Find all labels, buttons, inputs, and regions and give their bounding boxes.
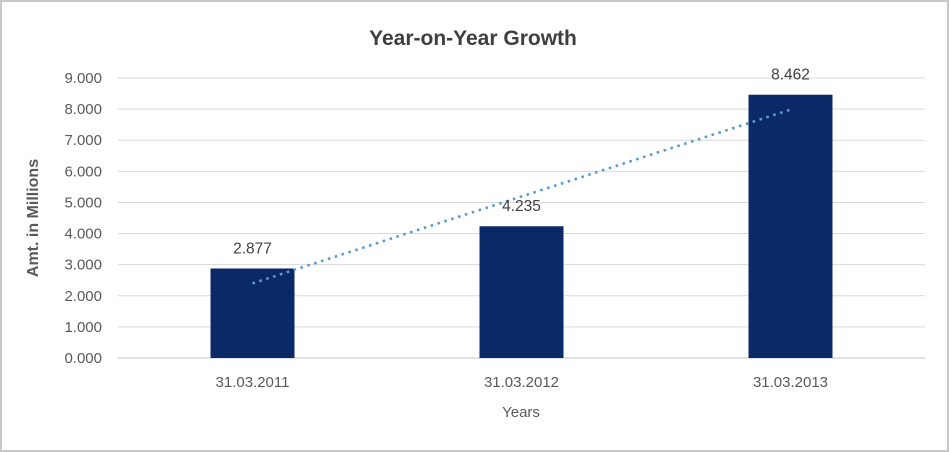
y-tick-label: 7.000 xyxy=(64,132,102,149)
y-tick-label: 0.000 xyxy=(64,350,102,367)
y-tick-label: 2.000 xyxy=(64,288,102,305)
y-tick-label: 9.000 xyxy=(64,70,102,87)
y-tick-label: 4.000 xyxy=(64,226,102,243)
bar-series xyxy=(210,94,833,358)
y-axis-tick-labels: 0.000 1.000 2.000 3.000 4.000 5.000 6.000 7.000… xyxy=(64,70,102,367)
bar-value-label: 2.877 xyxy=(233,240,272,257)
x-axis-category-labels: 31.03.2011 31.03.2012 31.03.2013 xyxy=(216,374,829,391)
x-category-label: 31.03.2013 xyxy=(753,374,828,391)
y-tick-label: 6.000 xyxy=(64,163,102,180)
data-labels: 2.877 4.235 8.462 xyxy=(233,67,810,258)
y-tick-label: 3.000 xyxy=(64,257,102,274)
chart-title: Year-on-Year Growth xyxy=(369,27,577,50)
bar-value-label: 4.235 xyxy=(502,198,541,215)
x-axis-title: Years xyxy=(502,404,540,421)
bar xyxy=(479,226,564,358)
y-axis-title: Amt. in Millions xyxy=(25,159,42,277)
x-category-label: 31.03.2011 xyxy=(216,374,290,391)
bar xyxy=(210,268,295,358)
y-tick-label: 5.000 xyxy=(64,194,102,211)
bar xyxy=(748,94,833,358)
bar-value-label: 8.462 xyxy=(771,67,810,84)
y-tick-label: 8.000 xyxy=(64,101,102,118)
linear-trendline xyxy=(252,108,791,285)
trendline xyxy=(252,108,791,285)
y-tick-label: 1.000 xyxy=(64,319,102,336)
x-category-label: 31.03.2012 xyxy=(484,374,559,391)
